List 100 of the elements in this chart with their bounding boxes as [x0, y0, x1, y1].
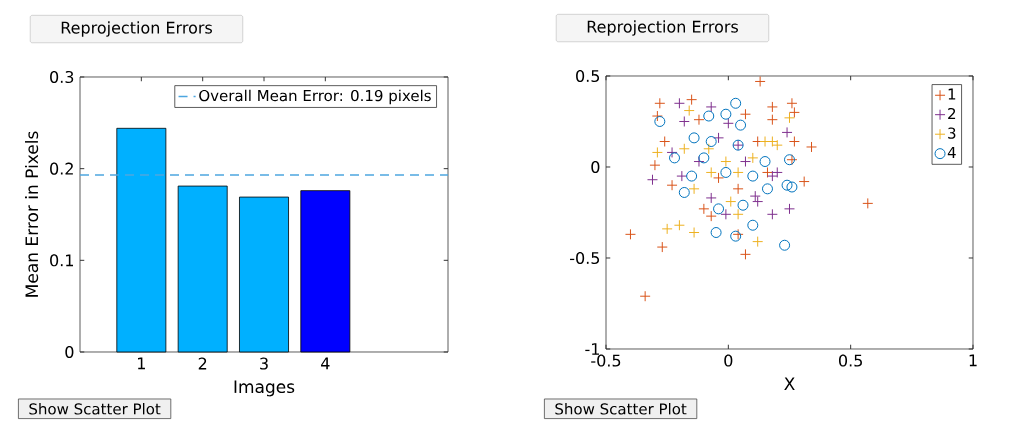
point	[646, 174, 658, 186]
chart-title: Reprojection Errors	[587, 20, 739, 36]
point	[732, 208, 744, 220]
y-axis-title: Mean Error in Pixels	[25, 131, 39, 297]
bar	[177, 185, 228, 353]
x-tick-label: 2	[198, 357, 207, 370]
point	[788, 136, 800, 148]
point	[786, 181, 798, 193]
point	[806, 141, 818, 153]
point	[779, 239, 791, 251]
y-tick-label: 0.1	[50, 254, 73, 267]
point	[676, 170, 688, 182]
point	[693, 114, 705, 126]
point	[705, 210, 717, 222]
point	[730, 97, 742, 109]
point	[786, 97, 798, 109]
text: Show Scatter Plot	[29, 402, 161, 415]
point	[739, 248, 751, 260]
point	[686, 94, 698, 106]
point	[710, 227, 722, 239]
point	[713, 203, 725, 215]
x-axis-title: X	[784, 377, 795, 390]
x-tick-label: 1	[969, 354, 977, 367]
point	[654, 97, 666, 109]
y-tick-label: -1	[585, 343, 599, 355]
point	[771, 166, 783, 178]
point	[705, 136, 717, 148]
point	[781, 179, 793, 191]
point	[673, 219, 685, 231]
point	[705, 192, 717, 204]
bar	[116, 127, 167, 353]
point	[666, 146, 678, 158]
point	[688, 227, 700, 239]
x-tick-label: 3	[260, 357, 268, 370]
legend-label: 1	[948, 88, 956, 100]
point	[752, 236, 764, 248]
point	[688, 183, 700, 195]
point	[739, 156, 751, 168]
point	[737, 199, 749, 211]
chart-title: Reprojection Errors	[61, 21, 213, 37]
bar	[300, 190, 351, 353]
point	[698, 203, 710, 215]
point	[659, 136, 671, 148]
y-tick-label: 0.3	[50, 70, 74, 84]
y-tick-label: -0.5	[570, 251, 600, 265]
point	[673, 97, 685, 109]
point	[649, 159, 661, 171]
point	[732, 183, 744, 195]
point	[781, 126, 793, 138]
point	[766, 101, 778, 113]
point	[788, 106, 800, 118]
point	[862, 197, 874, 209]
point	[784, 203, 795, 215]
point	[688, 132, 700, 144]
point	[720, 108, 732, 120]
y-tick-label: 0.2	[50, 162, 73, 175]
point	[669, 152, 681, 164]
point	[639, 290, 651, 302]
x-axis-title: Images	[234, 380, 295, 397]
point	[761, 183, 773, 195]
point	[720, 166, 732, 178]
point	[651, 146, 663, 158]
point	[683, 105, 695, 117]
point	[678, 186, 690, 198]
point	[651, 110, 663, 122]
point	[766, 170, 778, 182]
text: Show Scatter Plot	[555, 402, 687, 415]
point	[661, 223, 673, 235]
point	[713, 132, 725, 144]
x-tick-label: 0.5	[838, 354, 862, 367]
point	[766, 114, 778, 126]
point	[705, 101, 717, 113]
point	[656, 241, 668, 253]
legend-label: Overall Mean Error: 0.19 pixels	[199, 89, 431, 105]
y-tick-label: 0.5	[576, 69, 600, 83]
legend-label: 2	[948, 107, 956, 120]
point	[766, 208, 778, 220]
point	[624, 228, 636, 240]
point	[759, 156, 771, 168]
point	[725, 196, 737, 208]
point	[698, 152, 710, 164]
point	[654, 115, 666, 127]
point	[784, 112, 795, 124]
point	[798, 176, 810, 188]
point	[747, 170, 759, 182]
point	[747, 152, 759, 164]
point	[686, 170, 698, 182]
point	[722, 117, 734, 129]
point	[678, 143, 690, 155]
point	[666, 179, 678, 191]
x-tick-label: 1	[138, 357, 145, 370]
x-tick-label: 4	[321, 357, 330, 370]
legend-label: 3	[948, 127, 956, 139]
point	[720, 156, 732, 168]
point	[735, 119, 747, 131]
point	[713, 172, 725, 184]
point	[747, 219, 759, 231]
legend-label: 4	[947, 146, 956, 158]
point	[703, 110, 715, 122]
y-tick-label: 0	[591, 160, 600, 174]
